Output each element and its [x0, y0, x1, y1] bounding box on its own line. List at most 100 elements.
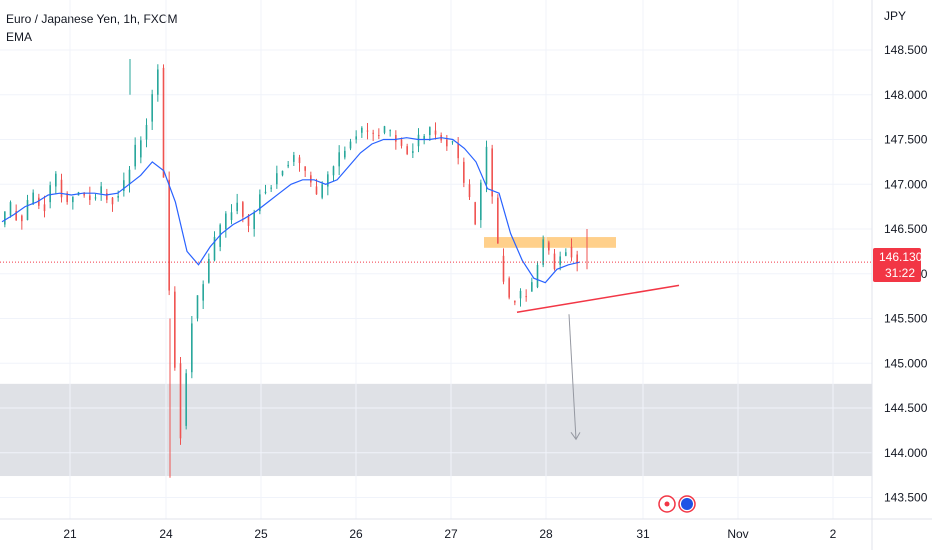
y-tick-label: 148.000: [884, 88, 928, 102]
candle-body: [162, 67, 165, 178]
record-icon-dot: [664, 501, 670, 507]
candle-body: [468, 184, 471, 198]
candle-body: [72, 196, 74, 203]
projection-arrow[interactable]: [568, 314, 577, 440]
candle-body: [202, 284, 204, 301]
candle-body: [236, 202, 238, 212]
candle-body: [553, 253, 556, 270]
candle-body: [89, 195, 91, 201]
candle-body: [406, 146, 408, 155]
candle-body: [117, 196, 119, 198]
candle-body: [332, 166, 335, 176]
candle-body: [463, 161, 465, 183]
grid-vertical: [69, 0, 834, 519]
y-tick-label: 143.500: [884, 491, 928, 505]
candle-body: [565, 252, 567, 256]
x-tick-label: 26: [349, 527, 363, 541]
y-tick-label: 144.000: [884, 446, 928, 460]
trendline[interactable]: [516, 284, 680, 313]
x-tick-label: 24: [159, 527, 173, 541]
candle-body: [570, 246, 573, 258]
candle-body: [100, 186, 102, 194]
candle-body: [151, 94, 153, 122]
y-tick-label: 145.500: [884, 312, 928, 326]
y-tick-label: 146.500: [884, 222, 928, 236]
candle-body: [123, 180, 125, 191]
x-tick-label: 28: [539, 527, 553, 541]
candle-body: [536, 264, 539, 288]
candle-body: [502, 255, 505, 282]
candle-body: [32, 192, 34, 205]
candle-body: [355, 136, 357, 140]
candle-body: [457, 143, 459, 159]
candle-body: [242, 202, 244, 217]
candle-body: [259, 194, 261, 212]
candle-body: [423, 136, 425, 140]
candle-body: [474, 202, 476, 225]
candle-body: [128, 169, 131, 185]
candle-body: [344, 150, 346, 158]
candle-body: [576, 254, 578, 263]
y-tick-label: 147.000: [884, 177, 928, 191]
candle-body: [434, 130, 437, 135]
last-price-badge-bg: [873, 248, 921, 282]
candle-body: [304, 166, 306, 171]
candle-body: [38, 197, 40, 206]
candle-body: [389, 130, 391, 132]
candle-body: [321, 184, 323, 198]
candle-body: [400, 139, 403, 146]
last-price-badge: 146.130 31:22: [873, 248, 923, 282]
candle-body: [15, 211, 17, 221]
grid-horizontal: [0, 49, 872, 498]
x-tick-label: Nov: [727, 527, 748, 541]
candle-body: [26, 200, 29, 221]
projection-arrow-head: [570, 432, 581, 441]
candle-body: [230, 212, 233, 221]
candle-body: [94, 197, 97, 199]
candle-body: [559, 256, 561, 265]
candle-body: [247, 215, 250, 226]
bar-countdown: 31:22: [885, 266, 915, 280]
candle-body: [213, 236, 216, 261]
x-tick-label: 2: [830, 527, 837, 541]
x-tick-label: 21: [63, 527, 77, 541]
candle-body: [310, 175, 312, 183]
candle-body: [145, 124, 148, 140]
candle-body: [111, 197, 114, 205]
candle-body: [451, 141, 454, 143]
candle-body: [514, 300, 516, 303]
candle-body: [378, 135, 380, 137]
x-tick-label: 31: [636, 527, 650, 541]
symbol-title[interactable]: Euro / Japanese Yen, 1h, FXCM: [6, 12, 178, 26]
candle-body: [491, 148, 493, 197]
candle-body: [417, 134, 420, 147]
resistance-zone[interactable]: [484, 237, 616, 248]
candles: [4, 58, 588, 478]
candle-body: [66, 193, 68, 202]
candle-body: [134, 144, 136, 167]
candle-body: [366, 130, 369, 132]
event-icons[interactable]: [658, 495, 696, 513]
time-axis[interactable]: 21 24 25 26 27 28 31 Nov 2: [63, 527, 836, 541]
candle-body: [548, 242, 550, 251]
candle-body: [338, 152, 340, 167]
candle-body: [327, 174, 329, 187]
chart-legend[interactable]: Euro / Japanese Yen, 1h, FXCM EMA: [6, 10, 177, 46]
candle-body: [383, 126, 386, 133]
candle-body: [525, 296, 527, 298]
candle-body: [49, 185, 51, 203]
indicator-label[interactable]: EMA: [6, 30, 33, 44]
x-tick-label: 27: [444, 527, 458, 541]
candle-body: [4, 211, 6, 225]
candle-body: [508, 278, 510, 298]
candle-body: [395, 135, 397, 142]
candle-body: [174, 291, 176, 368]
candle-body: [287, 164, 289, 167]
candle-body: [9, 202, 12, 216]
demand-zone[interactable]: [0, 383, 872, 477]
candle-body: [55, 173, 57, 187]
candle-body: [270, 187, 272, 189]
ema-line: [1, 137, 581, 284]
candle-body: [497, 197, 499, 244]
